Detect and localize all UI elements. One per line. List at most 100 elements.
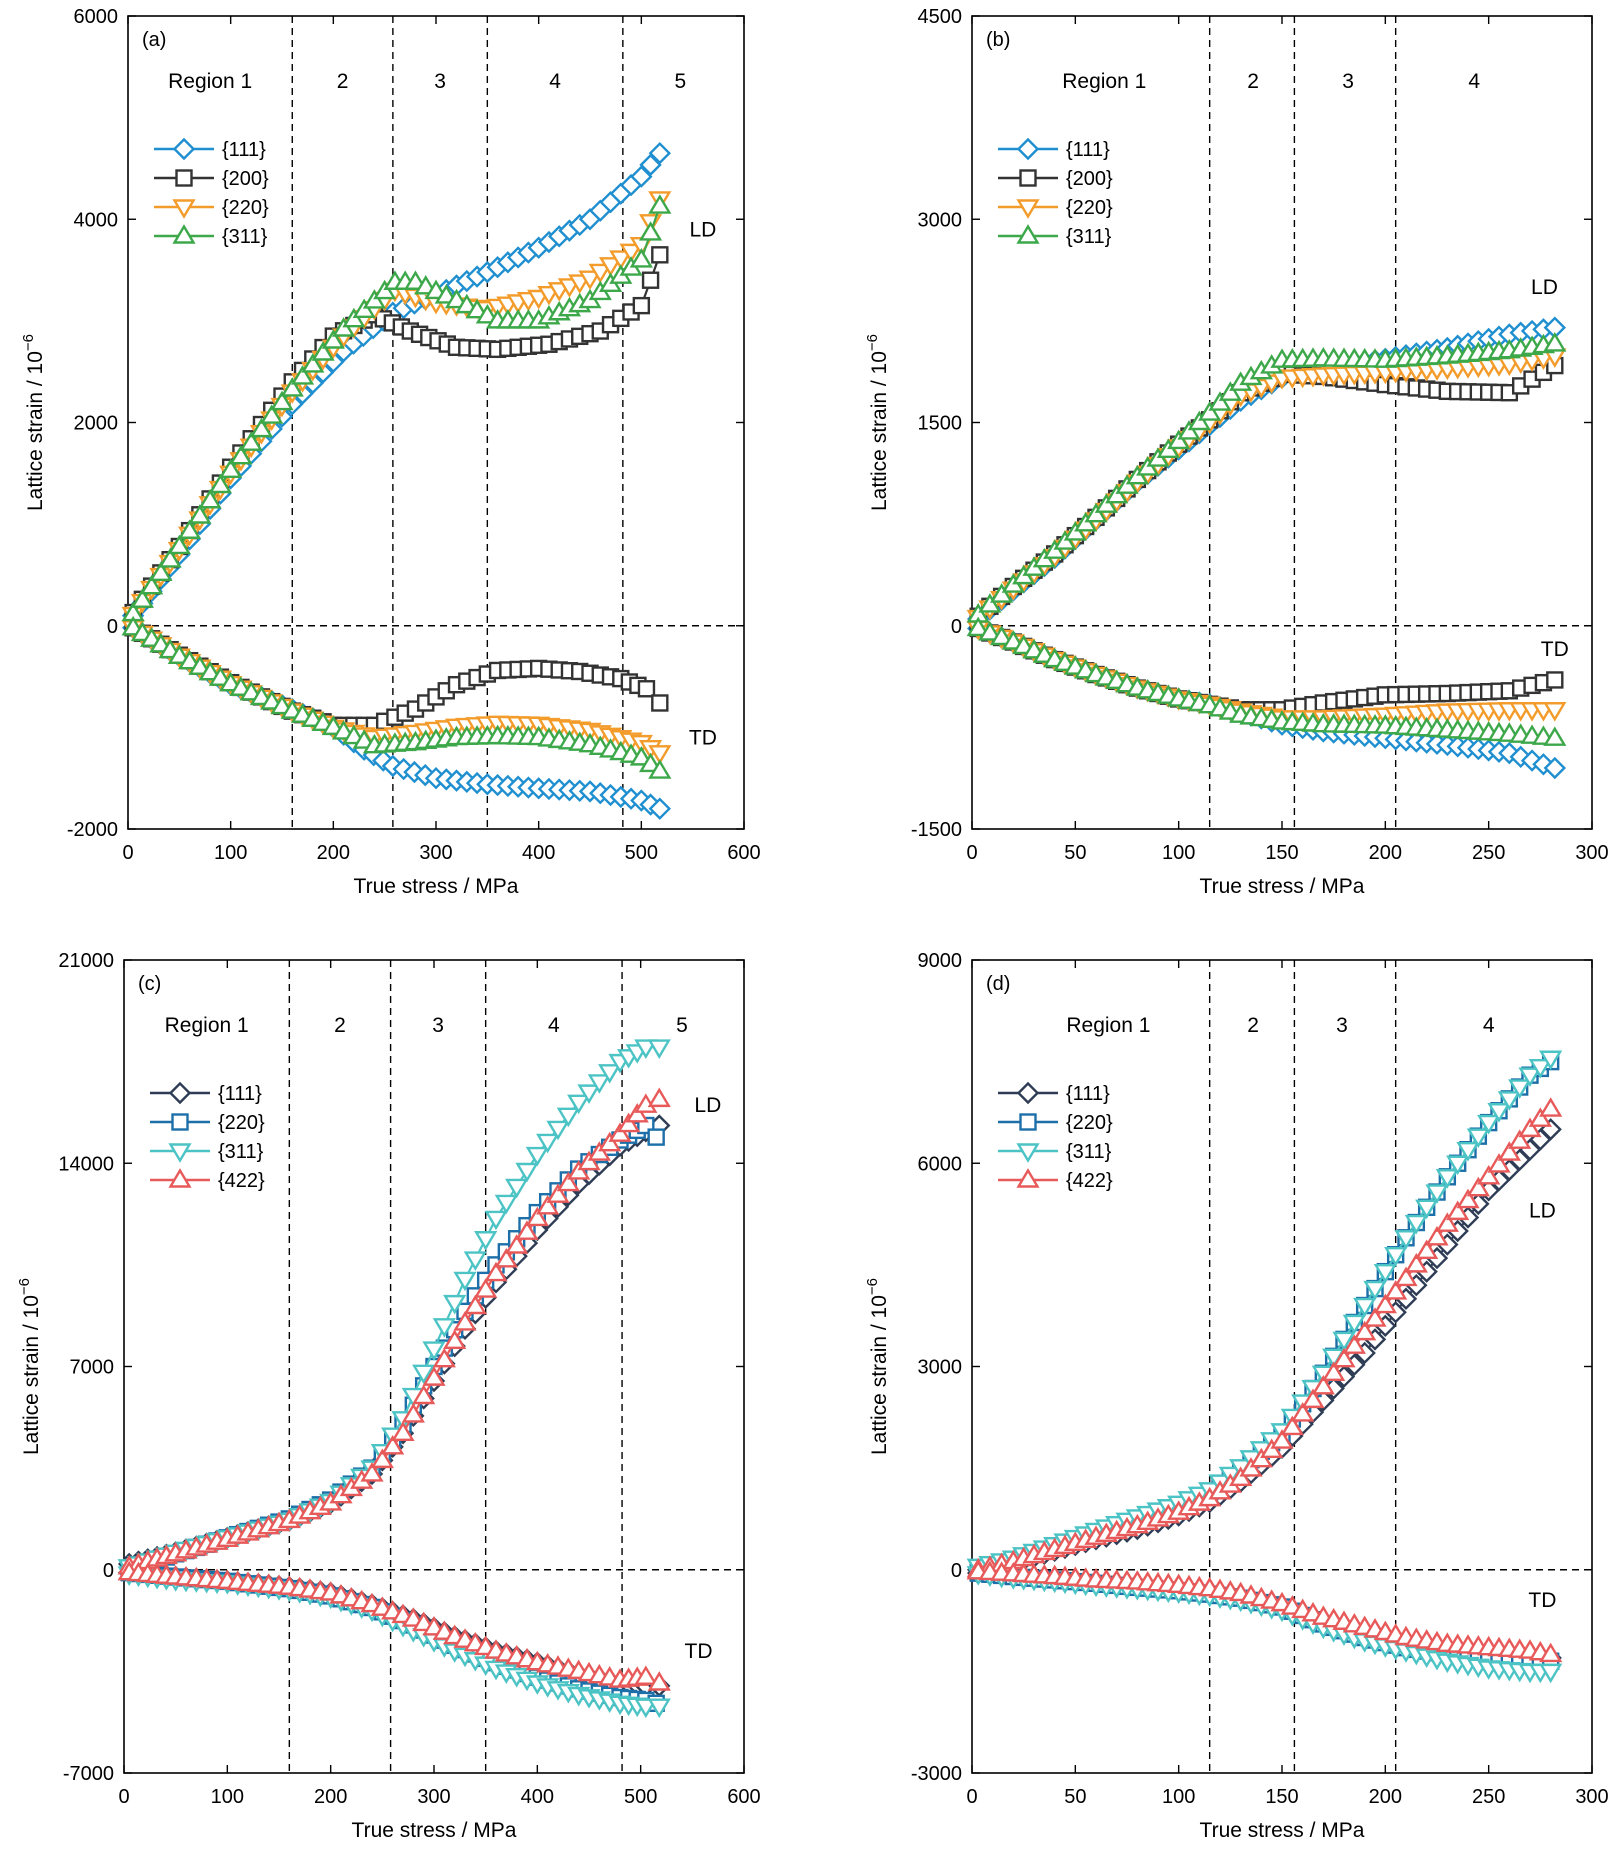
series-line-ld (977, 1060, 1552, 1571)
data-point-td (966, 616, 990, 637)
data-point-ld (1301, 1388, 1325, 1409)
x-axis-label: True stress / MPa (1200, 1819, 1365, 1842)
data-point-ld (598, 1064, 622, 1084)
legend-marker (1016, 1168, 1040, 1188)
data-point-ld (453, 1311, 477, 1331)
data-point-ld (1446, 1155, 1470, 1176)
data-point-ld (1435, 1169, 1459, 1189)
data-point-ld (1384, 1280, 1408, 1300)
data-point-ld (229, 444, 253, 465)
data-point-ld (608, 1122, 632, 1142)
data-point-td (978, 621, 1002, 641)
data-point-ld (443, 1329, 467, 1350)
x-tick-label: 600 (727, 842, 760, 864)
legend-label: {200} (1066, 168, 1113, 190)
data-point-ld (1456, 1188, 1480, 1209)
data-point-td (648, 759, 672, 779)
data-point-ld (609, 250, 633, 270)
y-axis-label: Lattice strain / 10−6 (16, 1278, 43, 1455)
data-point-ld (1167, 429, 1191, 450)
panel-a: 0 100 200 300 400 500 600-20000200040006000Tru… (20, 6, 761, 898)
data-point-ld (1105, 483, 1129, 504)
data-point-ld (546, 1120, 570, 1141)
data-point-ld (381, 1434, 405, 1455)
x-tick-label: 300 (417, 1786, 450, 1808)
series-line-ld (977, 1108, 1552, 1571)
data-point-ld (1508, 1079, 1532, 1099)
y-tick-label: 14000 (58, 1153, 114, 1175)
direction-label-td: TD (1528, 1589, 1556, 1612)
data-point-ld (1332, 1347, 1356, 1368)
x-tick-label: 0 (966, 1786, 977, 1808)
y-tick-label: 0 (951, 1560, 962, 1582)
data-point-ld (630, 165, 653, 188)
data-point-td (1543, 756, 1566, 780)
y-axis-label-text: Lattice strain / 10 (868, 351, 891, 511)
y-tick-label: 3000 (918, 1357, 963, 1379)
region-label: 3 (432, 1014, 444, 1037)
legend-label: {311} (1066, 226, 1112, 248)
data-point-ld (1543, 332, 1567, 352)
region-label: 4 (1483, 1014, 1495, 1037)
direction-label-ld: LD (1529, 1200, 1556, 1223)
series-line-ld (977, 1057, 1552, 1568)
data-point-ld (270, 390, 294, 411)
data-point-ld (634, 1039, 658, 1059)
data-point-ld (1518, 1067, 1542, 1088)
y-tick-label: 4500 (918, 6, 963, 28)
direction-label-ld: LD (694, 1094, 721, 1117)
data-point-td (1543, 726, 1567, 746)
data-point-ld (1363, 1280, 1387, 1301)
data-point-ld (638, 221, 663, 241)
data-point-td (637, 680, 656, 698)
data-point-ld (432, 1318, 456, 1338)
legend-label: {111} (1066, 1083, 1110, 1105)
data-point-ld (515, 1162, 539, 1183)
legend-label: {422} (1066, 1170, 1113, 1192)
data-point-ld (647, 1039, 671, 1059)
region-label: 5 (675, 70, 687, 93)
legend-label: {111} (222, 139, 266, 161)
panel-label: (a) (142, 29, 166, 51)
panel-label: (c) (138, 973, 161, 995)
data-point-ld (311, 341, 335, 361)
legend-label: {422} (218, 1170, 265, 1192)
data-point-ld (505, 1178, 529, 1199)
x-tick-label: 200 (317, 842, 350, 864)
data-point-ld (1508, 1129, 1532, 1149)
data-point-ld (567, 1160, 591, 1180)
y-tick-label: 0 (107, 616, 118, 638)
data-point-ld (536, 1133, 560, 1154)
region-label: 2 (334, 1014, 346, 1037)
data-point-td (647, 1698, 671, 1719)
data-point-ld (208, 473, 233, 494)
series-311 (966, 1050, 1563, 1684)
data-point-ld (1198, 401, 1222, 421)
data-point-ld (978, 593, 1002, 613)
x-tick-label: 100 (211, 1786, 244, 1808)
data-point-td (1539, 1663, 1563, 1684)
legend-marker (168, 1081, 192, 1105)
data-point-ld (619, 243, 643, 264)
data-point-ld (1487, 1153, 1511, 1173)
direction-label-ld: LD (690, 218, 717, 241)
direction-label-td: TD (685, 1640, 713, 1663)
legend-label: {220} (1066, 197, 1113, 219)
data-point-ld (536, 1194, 560, 1215)
y-tick-label: 3000 (918, 209, 963, 231)
data-point-ld (140, 574, 164, 595)
data-point-ld (1415, 1239, 1439, 1260)
data-point-td (634, 1665, 658, 1685)
data-point-ld (1373, 1293, 1397, 1314)
data-point-ld (1384, 1247, 1408, 1267)
region-label: 2 (337, 70, 349, 93)
x-tick-label: 150 (1265, 842, 1298, 864)
data-point-ld (505, 1234, 529, 1254)
legend-marker (1016, 137, 1040, 161)
data-point-ld (632, 296, 651, 315)
y-axis-label-exponent: −6 (864, 1278, 881, 1295)
data-point-ld (177, 519, 202, 539)
data-point-ld (639, 153, 662, 177)
data-point-ld (412, 1364, 436, 1385)
